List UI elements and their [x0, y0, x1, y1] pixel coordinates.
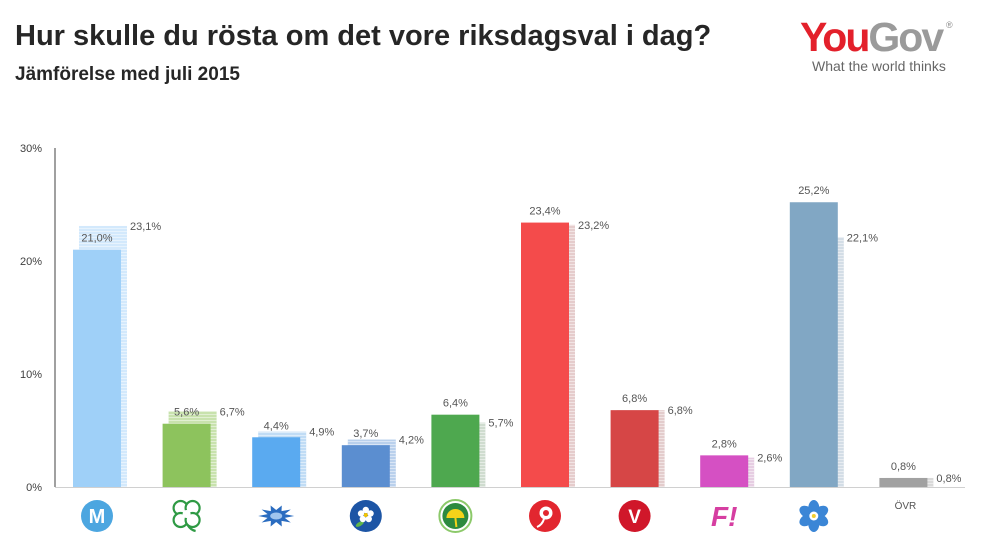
main-bar-value-label: 5,6%: [174, 407, 199, 419]
main-bar: [521, 222, 569, 487]
rose-bloom-inner: [543, 510, 549, 516]
comparison-bar-value-label: 23,1%: [130, 221, 161, 233]
main-bar: [162, 423, 211, 487]
y-tick-label: 20%: [20, 256, 42, 268]
bar-group: 6,4% 5,7%: [431, 398, 514, 487]
logo-wordmark: F!: [711, 501, 737, 532]
cornflower-center: [270, 512, 283, 520]
main-bar: [879, 477, 928, 487]
socialdemokraterna-rose-logo-icon: [529, 500, 561, 532]
logo-tagline: What the world thinks: [812, 58, 946, 74]
clover-center: [182, 510, 191, 518]
logo-you: You: [800, 14, 870, 60]
main-bar-value-label: 21,0%: [81, 233, 112, 245]
chart-title: Hur skulle du rösta om det vore riksdags…: [15, 20, 712, 52]
clover-stem: [186, 524, 196, 533]
bar-group: 21,0% 23,1%: [73, 221, 161, 487]
main-bar: [431, 414, 480, 487]
flower-leaf: [355, 521, 364, 527]
bar-group: 23,4% 23,2%: [521, 206, 609, 487]
dandelion-stem: [454, 517, 458, 528]
y-tick-label: 0%: [26, 482, 42, 494]
main-bar: [252, 437, 301, 487]
main-bar: [610, 410, 659, 487]
main-bar: [700, 455, 749, 487]
hepatica-pistil: [811, 514, 816, 518]
main-bar: [789, 202, 838, 488]
vansterpartiet-logo-icon: V: [618, 500, 651, 532]
flower-center: [363, 513, 368, 517]
bar-group: 0,8% 0,8%: [879, 461, 962, 487]
bar-group: 5,6% 6,7%: [162, 406, 245, 487]
logo-letter: M: [89, 506, 106, 528]
comparison-bar-value-label: 0,8%: [936, 473, 961, 485]
main-bar-value-label: 3,7%: [353, 428, 378, 440]
rose-stem: [536, 518, 545, 528]
flower-petal: [367, 510, 374, 517]
bar-group: 4,4% 4,9%: [252, 420, 334, 487]
y-tick-label: 30%: [20, 143, 42, 155]
comparison-bar-value-label: 6,7%: [220, 406, 245, 418]
miljopartiet-dandelion-logo-icon: [438, 499, 473, 533]
flower-petal: [359, 515, 367, 523]
flower-petal: [362, 506, 369, 514]
flower-petal: [357, 510, 365, 517]
comparison-bar-value-label: 2,6%: [757, 453, 782, 465]
main-bar-value-label: 2,8%: [712, 438, 737, 450]
comparison-bar-value-label: 4,9%: [309, 427, 334, 439]
kristdemokraterna-logo-icon: [349, 500, 382, 532]
bar-group: 6,8% 6,8%: [610, 393, 693, 487]
logo-letter: V: [628, 507, 641, 528]
category-label: ÖVR: [895, 500, 917, 512]
main-bar-value-label: 25,2%: [798, 185, 829, 197]
logo-gov: Gov: [868, 14, 944, 60]
logo-disc: [618, 500, 651, 532]
registered-mark: ®: [946, 20, 953, 30]
chart-subtitle: Jämförelse med juli 2015: [15, 64, 240, 85]
main-bar: [73, 249, 121, 487]
yougov-wordmark: YouGov: [800, 14, 944, 60]
bar-group: 2,8% 2,6%: [700, 438, 782, 487]
bar-group: 3,7% 4,2%: [341, 428, 424, 487]
comparison-bar-value-label: 22,1%: [847, 232, 878, 244]
y-tick-label: 10%: [20, 369, 42, 381]
comparison-bar-value-label: 4,2%: [399, 435, 424, 447]
folkpartiet-cornflower-logo-icon: [258, 505, 295, 527]
comparison-bar-value-label: 5,7%: [488, 418, 513, 430]
logo-disc: [81, 500, 113, 532]
feministiskt-initiativ-logo-icon: F!: [711, 501, 737, 532]
dandelion-flower: [446, 509, 465, 518]
centerpartiet-clover-logo-icon: [172, 499, 201, 533]
comparison-bar-value-label: 23,2%: [578, 220, 609, 232]
bar-group: 25,2% 22,1%: [789, 185, 878, 488]
main-bar-value-label: 0,8%: [891, 461, 916, 473]
main-bar-value-label: 4,4%: [264, 420, 289, 432]
yougov-logo: YouGov ® What the world thinks: [800, 17, 970, 77]
flower-petal: [365, 515, 372, 523]
sverigedemokraterna-hepatica-logo-icon: [799, 500, 829, 532]
main-bar-value-label: 6,8%: [622, 393, 647, 405]
main-bar-value-label: 6,4%: [443, 398, 468, 410]
comparison-bar-value-label: 6,8%: [668, 405, 693, 417]
moderaterna-logo-icon: M: [81, 500, 113, 532]
main-bar-value-label: 23,4%: [529, 206, 560, 218]
main-bar: [341, 445, 390, 487]
